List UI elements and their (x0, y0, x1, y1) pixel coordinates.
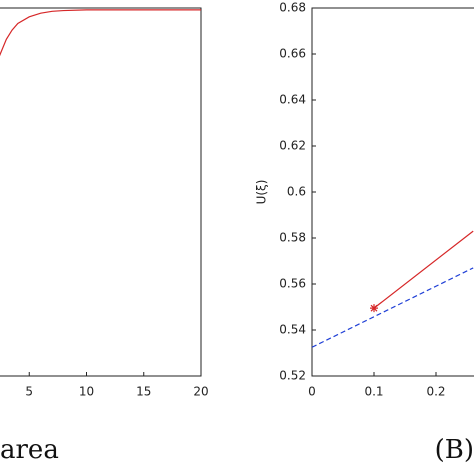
series-line (0, 9, 201, 57)
panel-caption: (B) (435, 435, 474, 465)
x-tick-label: 5 (25, 385, 33, 399)
y-tick-label: 0.62 (279, 139, 306, 153)
y-tick-label: 0.54 (279, 323, 306, 337)
y-tick-label: 0.52 (279, 369, 306, 383)
x-tick-label: 20 (193, 385, 208, 399)
series-line (311, 267, 474, 348)
x-tick-label: 0 (308, 385, 316, 399)
x-tick-label: 15 (136, 385, 151, 399)
x-tick-label: 0.1 (364, 385, 383, 399)
y-tick-label: 0.66 (279, 47, 306, 61)
y-tick-label: 0.56 (279, 277, 306, 291)
y-tick-label: 0.64 (279, 93, 306, 107)
y-tick-label: 0.68 (279, 1, 306, 15)
x-tick-label: 10 (79, 385, 94, 399)
series-line (373, 230, 474, 309)
y-tick-label: 0.58 (279, 231, 306, 245)
plot-box (311, 7, 474, 377)
panel-caption: area (0, 435, 59, 465)
y-axis-label: U(ξ) (255, 180, 269, 205)
star-marker (370, 304, 378, 313)
x-tick-label: 0.2 (426, 385, 445, 399)
y-tick-label: 0.6 (287, 185, 306, 199)
plot-box (0, 7, 202, 377)
